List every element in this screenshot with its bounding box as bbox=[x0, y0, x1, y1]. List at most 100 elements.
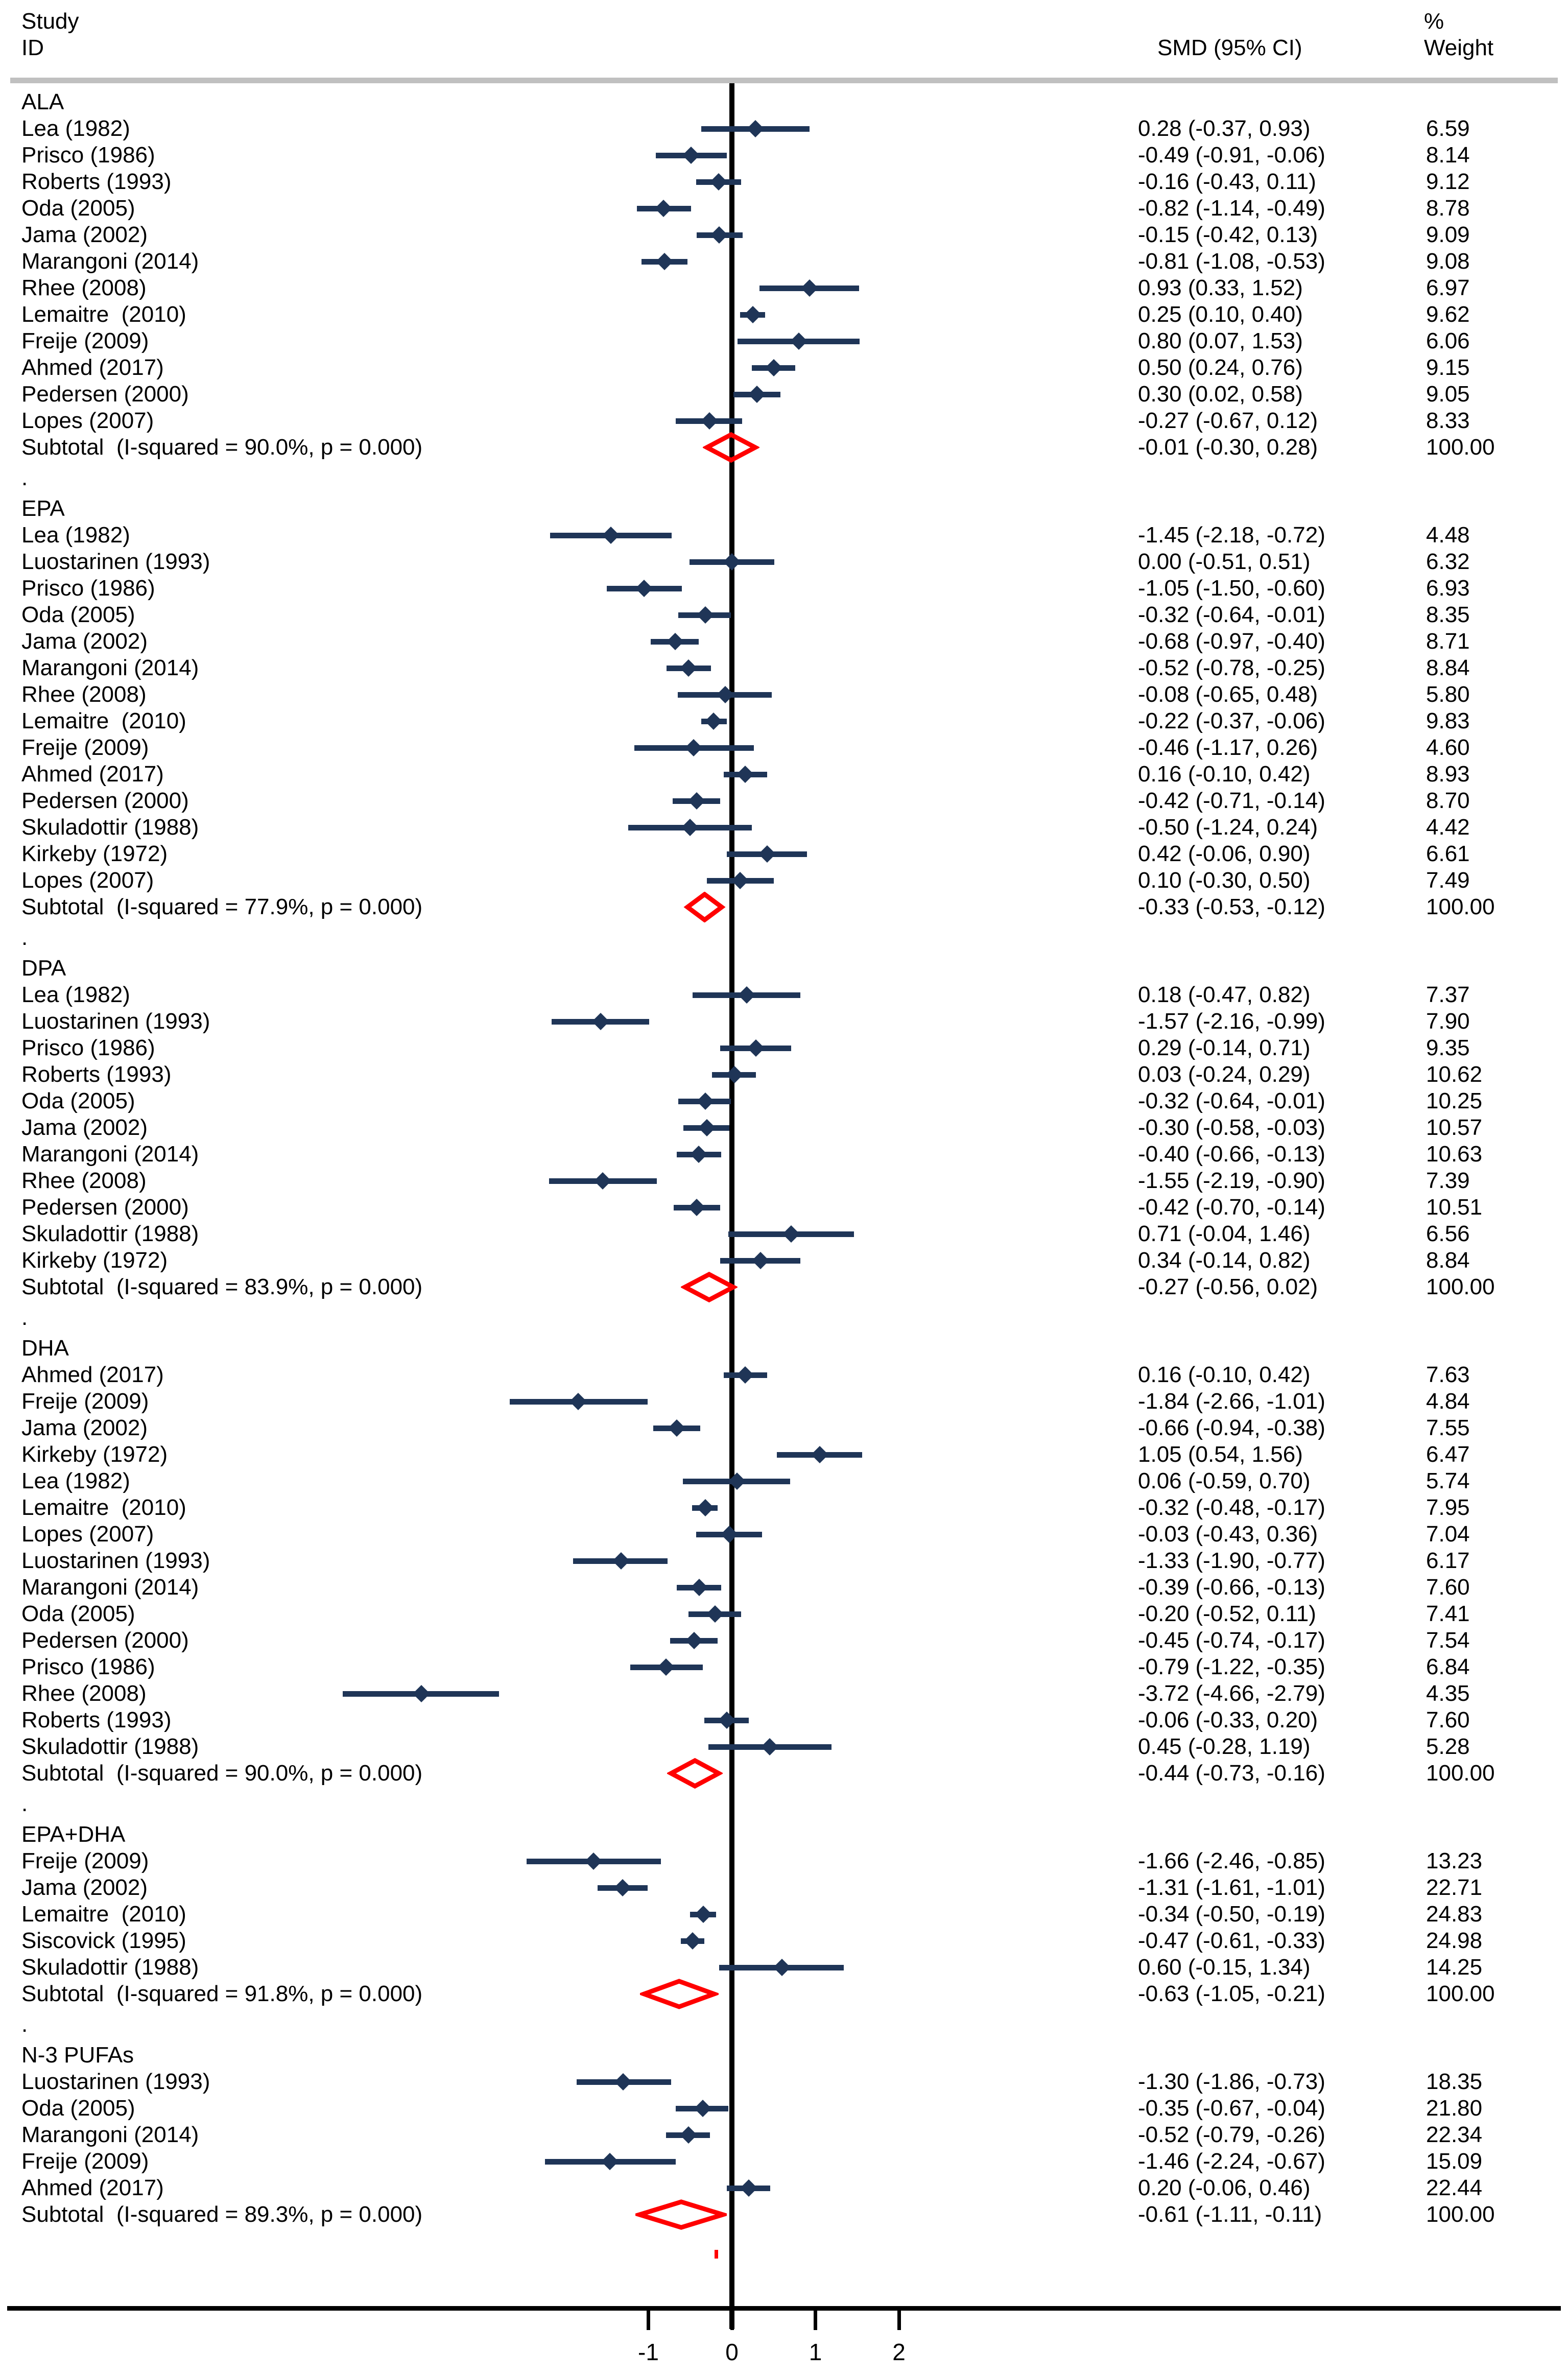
smd-value: -0.47 (-0.61, -0.33) bbox=[1138, 1928, 1325, 1954]
smd-value: 0.45 (-0.28, 1.19) bbox=[1138, 1733, 1311, 1760]
weight-value: 22.34 bbox=[1426, 2122, 1482, 2148]
weight-value: 100.00 bbox=[1426, 894, 1495, 920]
study-row: Lea (1982)-1.45 (-2.18, -0.72)4.48 bbox=[0, 522, 1568, 549]
weight-value: 8.33 bbox=[1426, 408, 1470, 434]
study-label: Marangoni (2014) bbox=[21, 2122, 199, 2148]
weight-value: 10.25 bbox=[1426, 1088, 1482, 1114]
smd-value: -0.46 (-1.17, 0.26) bbox=[1138, 734, 1318, 761]
smd-value: -0.32 (-0.48, -0.17) bbox=[1138, 1494, 1325, 1521]
study-label: Roberts (1993) bbox=[21, 1707, 171, 1733]
study-label: Roberts (1993) bbox=[21, 1061, 171, 1088]
effect-diamond-marker bbox=[752, 1252, 769, 1269]
study-row: Lemaitre (2010)-0.32 (-0.48, -0.17)7.95 bbox=[0, 1494, 1568, 1521]
effect-diamond-marker bbox=[705, 712, 722, 730]
study-label: Lea (1982) bbox=[21, 115, 130, 142]
study-label: Ahmed (2017) bbox=[21, 2175, 164, 2201]
weight-value: 100.00 bbox=[1426, 1274, 1495, 1300]
weight-value: 10.51 bbox=[1426, 1194, 1482, 1221]
effect-diamond-marker bbox=[737, 766, 754, 783]
forest-plot-page: { "header": { "study": "Study", "id": "I… bbox=[0, 0, 1568, 2375]
weight-value: 6.61 bbox=[1426, 841, 1470, 867]
study-label: Lea (1982) bbox=[21, 522, 130, 549]
study-label: Lemaitre (2010) bbox=[21, 708, 186, 734]
study-label: Jama (2002) bbox=[21, 628, 148, 655]
subtotal-label: Subtotal (I-squared = 77.9%, p = 0.000) bbox=[21, 894, 422, 920]
weight-value: 4.84 bbox=[1426, 1388, 1470, 1415]
weight-value: 4.60 bbox=[1426, 734, 1470, 761]
separator-dot: . bbox=[21, 920, 28, 955]
effect-diamond-marker bbox=[721, 1526, 738, 1543]
study-row: Lea (1982) 0.28 (-0.37, 0.93) 6.59 bbox=[0, 115, 1568, 142]
study-row: Roberts (1993)-0.16 (-0.43, 0.11)9.12 bbox=[0, 169, 1568, 195]
smd-value: -1.31 (-1.61, -1.01) bbox=[1138, 1874, 1325, 1901]
study-row: Ahmed (2017) 0.50 (0.24, 0.76) 9.15 bbox=[0, 354, 1568, 381]
effect-diamond-marker bbox=[697, 606, 714, 624]
smd-value: 0.28 (-0.37, 0.93) bbox=[1138, 115, 1311, 142]
study-row: Skuladottir (1988)0.71 (-0.04, 1.46)6.56 bbox=[0, 1221, 1568, 1247]
study-row: Freije (2009) -0.46 (-1.17, 0.26) 4.60 bbox=[0, 734, 1568, 761]
smd-value: -0.03 (-0.43, 0.36) bbox=[1138, 1521, 1318, 1548]
study-row: Jama (2002)-0.68 (-0.97, -0.40)8.71 bbox=[0, 628, 1568, 655]
weight-value: 7.37 bbox=[1426, 982, 1470, 1008]
effect-diamond-marker bbox=[698, 1119, 716, 1136]
effect-diamond-marker bbox=[657, 1658, 675, 1676]
smd-value: -1.33 (-1.90, -0.77) bbox=[1138, 1548, 1325, 1574]
weight-value: 6.06 bbox=[1426, 328, 1470, 354]
weight-value: 21.80 bbox=[1426, 2095, 1482, 2122]
study-label: Freije (2009) bbox=[21, 2148, 149, 2175]
study-label: Lopes (2007) bbox=[21, 1521, 154, 1548]
study-label: Freije (2009) bbox=[21, 734, 149, 761]
effect-diamond-marker bbox=[690, 1146, 707, 1163]
study-label: Jama (2002) bbox=[21, 1114, 148, 1141]
study-row: Roberts (1993)-0.06 (-0.33, 0.20)7.60 bbox=[0, 1707, 1568, 1733]
smd-value: -0.32 (-0.64, -0.01) bbox=[1138, 1088, 1325, 1114]
effect-diamond-marker bbox=[717, 686, 734, 703]
effect-diamond-marker bbox=[747, 120, 764, 137]
study-label: Pedersen (2000) bbox=[21, 1194, 189, 1221]
group-header-row: EPA+DHA bbox=[0, 1821, 1568, 1848]
subtotal-label: Subtotal (I-squared = 91.8%, p = 0.000) bbox=[21, 1981, 422, 2007]
smd-value: -0.08 (-0.65, 0.48) bbox=[1138, 681, 1318, 708]
weight-value: 10.62 bbox=[1426, 1061, 1482, 1088]
smd-value: 0.50 (0.24, 0.76) bbox=[1138, 354, 1303, 381]
subtotal-label: Subtotal (I-squared = 83.9%, p = 0.000) bbox=[21, 1274, 422, 1300]
smd-value: -0.34 (-0.50, -0.19) bbox=[1138, 1901, 1325, 1928]
smd-value: 0.10 (-0.30, 0.50) bbox=[1138, 867, 1311, 894]
study-label: Pedersen (2000) bbox=[21, 381, 189, 408]
study-label: Oda (2005) bbox=[21, 1088, 135, 1114]
study-row: Rhee (2008)-1.55 (-2.19, -0.90)7.39 bbox=[0, 1168, 1568, 1194]
effect-diamond-marker bbox=[706, 1605, 724, 1623]
weight-value: 5.80 bbox=[1426, 681, 1470, 708]
smd-value: -0.01 (-0.30, 0.28) bbox=[1138, 434, 1318, 461]
study-row: Lea (1982)0.18 (-0.47, 0.82)7.37 bbox=[0, 982, 1568, 1008]
smd-value: -0.63 (-1.05, -0.21) bbox=[1138, 1981, 1325, 2007]
study-label: Prisco (1986) bbox=[21, 1654, 155, 1680]
subtotal-row: Subtotal (I-squared = 77.9%, p = 0.000)-… bbox=[0, 894, 1568, 920]
smd-value: 0.71 (-0.04, 1.46) bbox=[1138, 1221, 1311, 1247]
study-row: Rhee (2008)-3.72 (-4.66, -2.79)4.35 bbox=[0, 1680, 1568, 1707]
smd-value: -1.57 (-2.16, -0.99) bbox=[1138, 1008, 1325, 1035]
weight-value: 9.15 bbox=[1426, 354, 1470, 381]
weight-value: 14.25 bbox=[1426, 1954, 1482, 1981]
effect-diamond-marker bbox=[667, 633, 684, 650]
weight-value: 22.44 bbox=[1426, 2175, 1482, 2201]
weight-value: 6.59 bbox=[1426, 115, 1470, 142]
smd-value: 0.20 (-0.06, 0.46) bbox=[1138, 2175, 1311, 2201]
effect-diamond-marker bbox=[592, 1013, 609, 1030]
study-label: Ahmed (2017) bbox=[21, 354, 164, 381]
effect-diamond-marker bbox=[697, 1499, 714, 1516]
weight-value: 13.23 bbox=[1426, 1848, 1482, 1874]
section-separator-row: . bbox=[0, 461, 1568, 495]
smd-value: 0.03 (-0.24, 0.29) bbox=[1138, 1061, 1311, 1088]
study-row: Lopes (2007)-0.03 (-0.43, 0.36)7.04 bbox=[0, 1521, 1568, 1548]
study-row: Lemaitre (2010)-0.22 (-0.37, -0.06)9.83 bbox=[0, 708, 1568, 734]
study-label: Lemaitre (2010) bbox=[21, 1494, 186, 1521]
study-row: Skuladottir (1988)0.60 (-0.15, 1.34)14.2… bbox=[0, 1954, 1568, 1981]
weight-value: 6.56 bbox=[1426, 1221, 1470, 1247]
weight-value: 100.00 bbox=[1426, 2201, 1495, 2228]
study-label: Skuladottir (1988) bbox=[21, 814, 199, 841]
study-row: Skuladottir (1988)0.45 (-0.28, 1.19)5.28 bbox=[0, 1733, 1568, 1760]
smd-value: 0.00 (-0.51, 0.51) bbox=[1138, 549, 1311, 575]
study-row: Lopes (2007)0.10 (-0.30, 0.50)7.49 bbox=[0, 867, 1568, 894]
smd-value: -0.42 (-0.71, -0.14) bbox=[1138, 788, 1325, 814]
